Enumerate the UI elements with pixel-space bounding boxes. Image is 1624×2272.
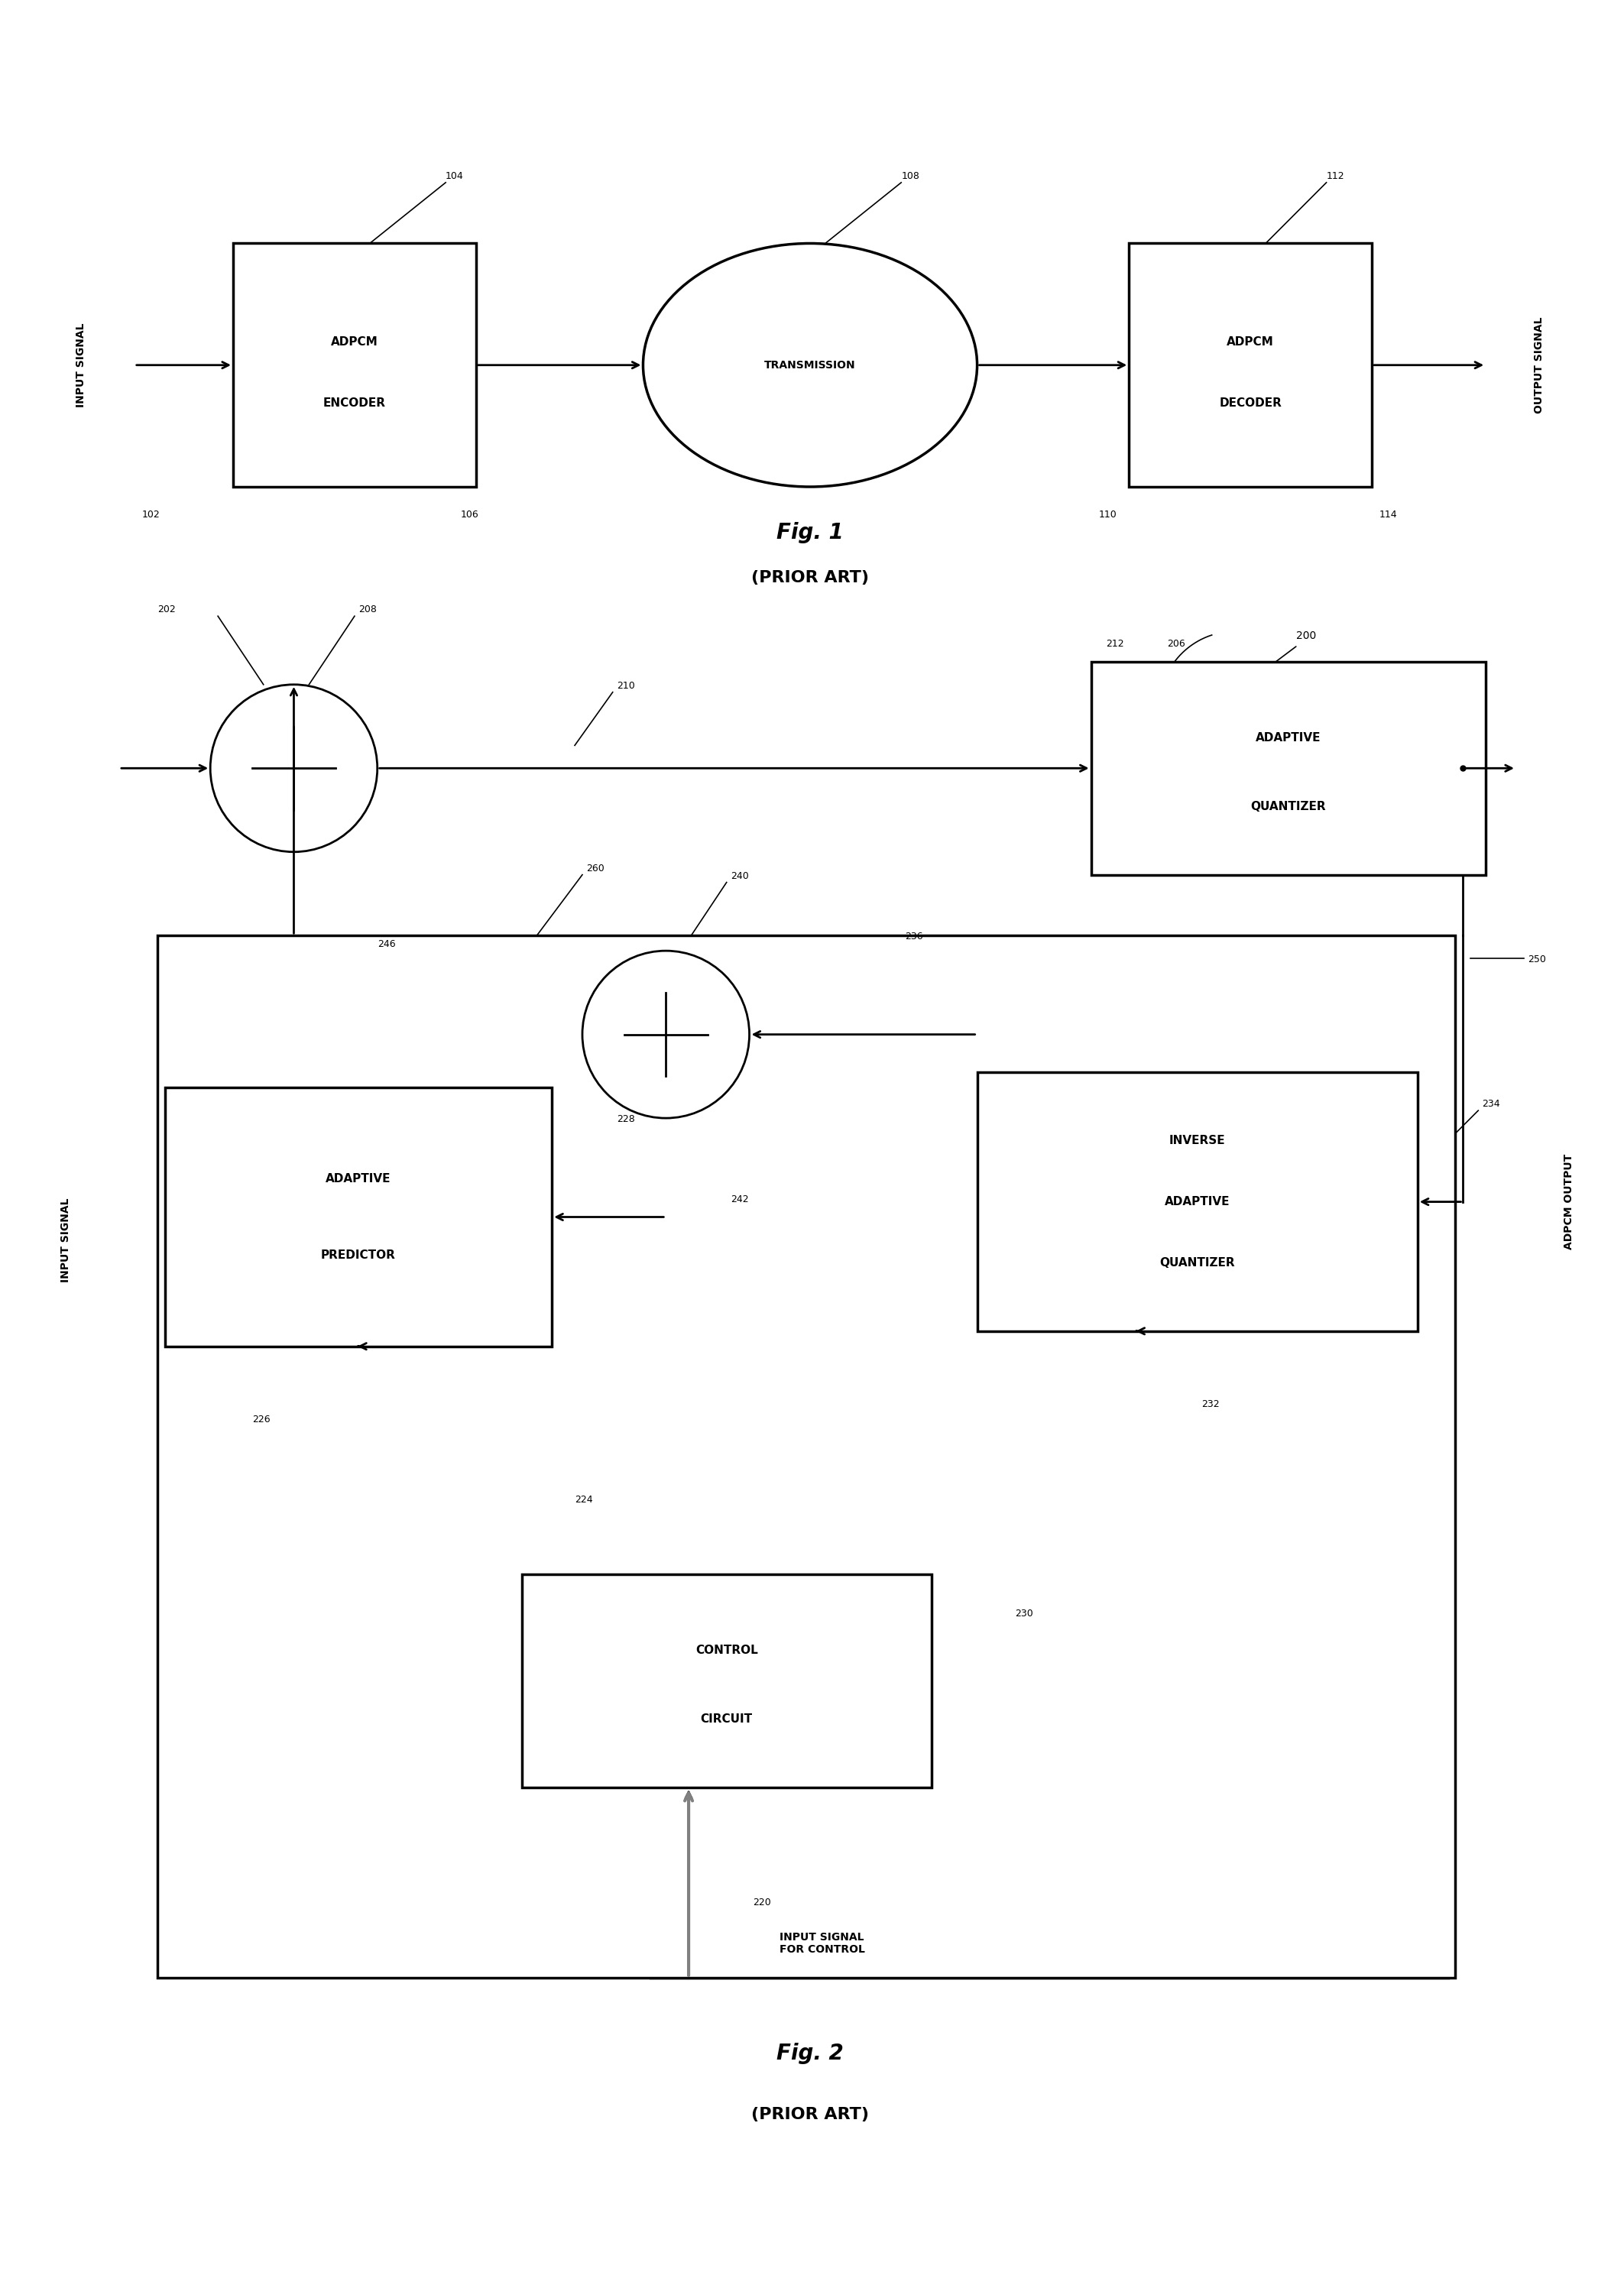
Text: 242: 242: [731, 1195, 749, 1204]
Text: 202: 202: [158, 604, 175, 616]
Bar: [1091, 661, 1486, 875]
Text: ADPCM: ADPCM: [331, 336, 378, 348]
Text: CIRCUIT: CIRCUIT: [700, 1713, 752, 1724]
Text: ADPCM OUTPUT: ADPCM OUTPUT: [1564, 1154, 1575, 1250]
Text: ENCODER: ENCODER: [323, 398, 387, 409]
Text: 104: 104: [445, 170, 464, 182]
Text: 200: 200: [1296, 632, 1315, 641]
Circle shape: [209, 684, 377, 852]
Text: OUTPUT SIGNAL: OUTPUT SIGNAL: [1533, 316, 1544, 414]
Text: 224: 224: [575, 1495, 593, 1504]
Text: 226: 226: [252, 1415, 270, 1425]
Ellipse shape: [643, 243, 978, 486]
Text: ADAPTIVE: ADAPTIVE: [1255, 732, 1320, 743]
Bar: [234, 243, 476, 486]
Bar: [521, 1574, 932, 1788]
Text: ADAPTIVE: ADAPTIVE: [1164, 1195, 1229, 1206]
Text: 260: 260: [586, 863, 604, 872]
Text: 220: 220: [754, 1897, 771, 1908]
Text: 206: 206: [1168, 638, 1186, 650]
Text: 210: 210: [617, 682, 635, 691]
Text: 208: 208: [359, 604, 377, 616]
Text: INPUT SIGNAL
FOR CONTROL: INPUT SIGNAL FOR CONTROL: [780, 1931, 866, 1954]
Text: INPUT SIGNAL: INPUT SIGNAL: [76, 323, 86, 407]
Text: PREDICTOR: PREDICTOR: [322, 1250, 396, 1261]
Text: 114: 114: [1379, 509, 1398, 520]
Text: 228: 228: [617, 1113, 635, 1125]
Text: CONTROL: CONTROL: [695, 1645, 758, 1656]
Text: (PRIOR ART): (PRIOR ART): [752, 570, 869, 586]
Text: 250: 250: [1528, 954, 1546, 966]
Text: 212: 212: [1106, 638, 1124, 650]
Bar: [978, 1072, 1418, 1331]
Text: ADAPTIVE: ADAPTIVE: [326, 1172, 391, 1184]
Text: 246: 246: [377, 938, 395, 950]
Text: Fig. 2: Fig. 2: [776, 2043, 843, 2065]
Text: 240: 240: [731, 870, 749, 882]
Text: TRANSMISSION: TRANSMISSION: [765, 359, 856, 370]
Text: QUANTIZER: QUANTIZER: [1250, 800, 1327, 811]
Bar: [1129, 243, 1372, 486]
Text: 108: 108: [901, 170, 919, 182]
Text: Fig. 1: Fig. 1: [776, 523, 843, 543]
Text: QUANTIZER: QUANTIZER: [1160, 1256, 1234, 1268]
Text: DECODER: DECODER: [1220, 398, 1281, 409]
Text: 110: 110: [1098, 509, 1117, 520]
Text: 106: 106: [461, 509, 479, 520]
Text: 230: 230: [1015, 1609, 1033, 1618]
Text: INVERSE: INVERSE: [1169, 1136, 1226, 1147]
Circle shape: [583, 950, 749, 1118]
Text: 102: 102: [141, 509, 161, 520]
Text: 234: 234: [1483, 1100, 1501, 1109]
Bar: [158, 936, 1455, 1977]
Bar: [164, 1088, 552, 1347]
Text: 236: 236: [905, 932, 922, 941]
Text: (PRIOR ART): (PRIOR ART): [752, 2106, 869, 2122]
Text: ADPCM: ADPCM: [1226, 336, 1275, 348]
Text: INPUT SIGNAL: INPUT SIGNAL: [60, 1197, 71, 1281]
Text: 232: 232: [1202, 1400, 1220, 1409]
Text: 112: 112: [1327, 170, 1345, 182]
